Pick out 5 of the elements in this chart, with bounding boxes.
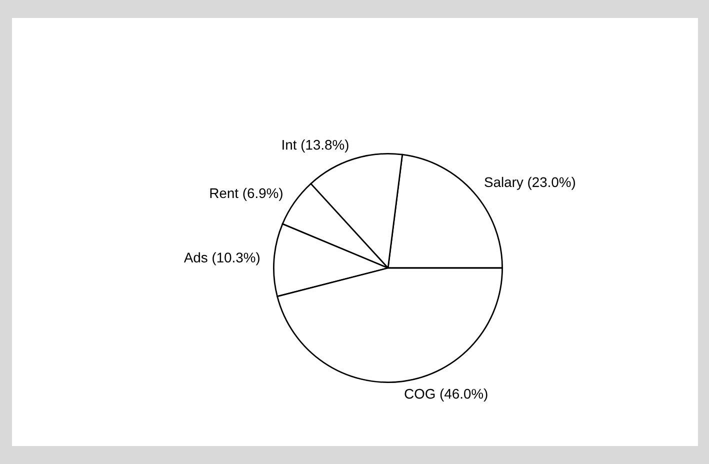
slice-label: Int (13.8%) [282,140,348,152]
slice-label: Salary (23.0%) [484,176,576,190]
slice-label: Rent (6.9%) [210,188,282,201]
slice-label: COG (46.0%) [404,388,488,402]
slice-label: Ads (10.3%) [184,252,260,266]
